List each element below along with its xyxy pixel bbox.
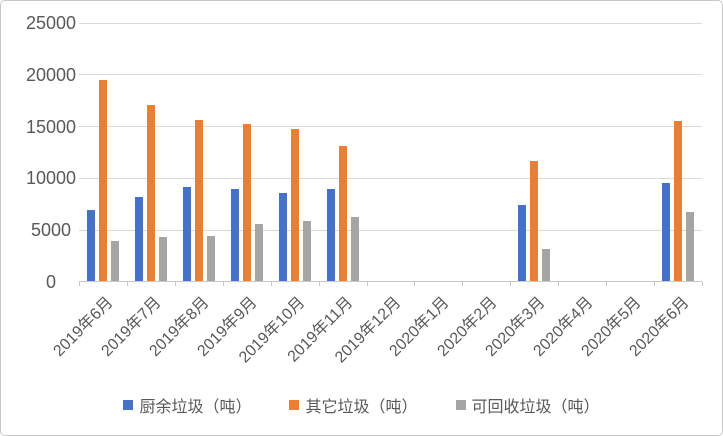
- x-axis-tick: [510, 282, 512, 286]
- bar-other-waste: [674, 121, 683, 281]
- y-tick-label: 0: [45, 272, 56, 292]
- bar-kitchen-waste: [326, 189, 335, 281]
- bar-recyclable-waste: [686, 212, 695, 281]
- legend-item-kitchen-waste: 厨余垃圾（吨）: [123, 393, 251, 417]
- bar-group-2019年8月: [175, 120, 223, 281]
- bar-recyclable-waste: [254, 224, 263, 281]
- bar-kitchen-waste: [182, 187, 191, 281]
- bar-kitchen-waste: [278, 193, 287, 281]
- x-axis-tick: [126, 282, 128, 286]
- bar-other-waste: [146, 105, 155, 281]
- legend-swatch-other-waste: [289, 400, 300, 410]
- plot-area: [79, 22, 703, 286]
- gridline-15000: [79, 126, 702, 128]
- x-axis-tick: [462, 282, 464, 286]
- y-tick-label: 15000: [25, 116, 77, 137]
- bar-recyclable-waste: [350, 217, 359, 281]
- bar-recyclable-waste: [158, 237, 167, 281]
- y-tick-label: 5000: [30, 220, 72, 241]
- gridline-25000: [79, 22, 702, 24]
- bar-recyclable-waste: [302, 221, 311, 281]
- bar-other-waste: [338, 146, 347, 281]
- bar-kitchen-waste: [230, 189, 239, 281]
- legend-label: 厨余垃圾（吨）: [139, 399, 252, 416]
- bar-other-waste: [290, 129, 299, 281]
- x-axis-tick: [558, 282, 560, 286]
- legend-swatch-kitchen-waste: [123, 400, 134, 410]
- x-axis-line: [79, 281, 702, 282]
- legend: 厨余垃圾（吨） 其它垃圾（吨） 可回收垃圾（吨）: [1, 393, 722, 417]
- bar-kitchen-waste: [86, 210, 95, 281]
- x-axis-tick: [654, 282, 656, 286]
- x-axis-tick: [79, 282, 80, 286]
- legend-item-other-waste: 其它垃圾（吨）: [289, 393, 418, 417]
- x-axis-tick: [702, 282, 703, 286]
- x-axis-tick: [174, 282, 176, 286]
- bar-group-2019年7月: [127, 105, 175, 281]
- bar-recyclable-waste: [542, 249, 551, 281]
- bar-group-2020年3月: [510, 161, 558, 281]
- x-axis-tick: [366, 282, 368, 286]
- x-axis-tick: [606, 282, 608, 286]
- legend-label: 可回收垃圾（吨）: [471, 399, 600, 416]
- y-tick-label: 20000: [25, 64, 77, 85]
- bar-other-waste: [530, 161, 539, 281]
- x-axis-tick: [414, 282, 416, 286]
- legend-swatch-recyclable-waste: [455, 400, 466, 410]
- legend-label: 其它垃圾（吨）: [305, 399, 418, 416]
- y-tick-label: 25000: [25, 13, 77, 33]
- legend-item-recyclable-waste: 可回收垃圾（吨）: [455, 393, 600, 417]
- bar-kitchen-waste: [662, 183, 671, 281]
- x-axis-tick: [222, 282, 224, 286]
- bar-group-2019年10月: [271, 129, 319, 281]
- bar-group-2019年6月: [79, 80, 127, 281]
- bar-other-waste: [98, 80, 107, 281]
- gridline-10000: [79, 177, 702, 179]
- bar-recyclable-waste: [110, 241, 119, 281]
- bar-group-2019年11月: [319, 146, 367, 281]
- bar-recyclable-waste: [206, 236, 215, 281]
- x-axis-tick: [270, 282, 272, 286]
- bar-other-waste: [242, 124, 251, 281]
- bar-kitchen-waste: [134, 197, 143, 281]
- bar-group-2020年6月: [654, 121, 702, 281]
- gridline-20000: [79, 74, 702, 76]
- x-axis-tick: [318, 282, 320, 286]
- bar-other-waste: [194, 120, 203, 281]
- gridline-5000: [79, 229, 702, 231]
- bar-kitchen-waste: [518, 205, 527, 281]
- y-tick-label: 10000: [25, 168, 77, 189]
- bar-group-2019年9月: [223, 124, 271, 281]
